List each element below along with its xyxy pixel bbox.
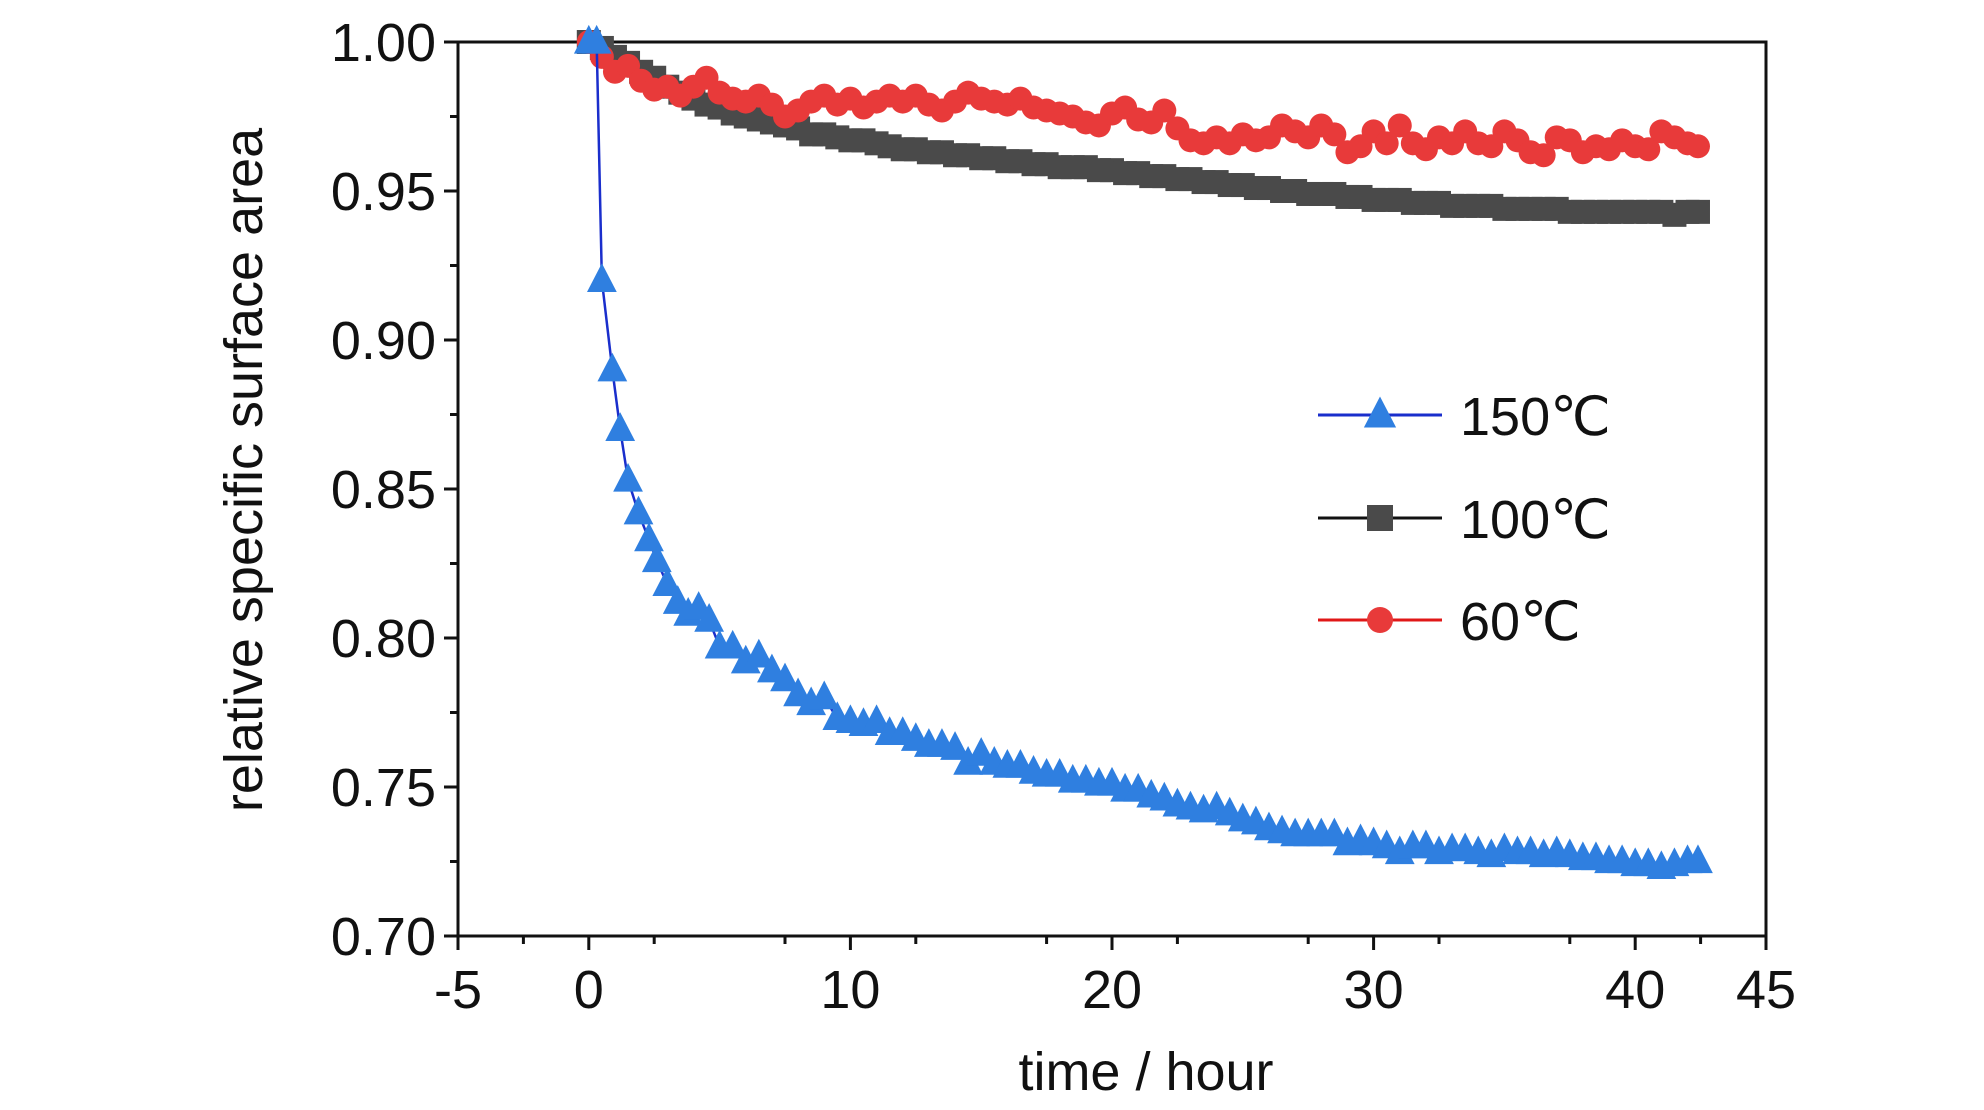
data-point	[605, 412, 636, 441]
data-point	[597, 352, 628, 382]
legend-item: 150℃	[1318, 387, 1611, 447]
axis-ticks	[444, 40, 1768, 950]
data-point	[1152, 98, 1177, 123]
data-point	[1636, 137, 1661, 162]
data-point	[953, 746, 983, 775]
data-point	[1387, 113, 1412, 138]
legend-marker	[1367, 607, 1393, 633]
axis-tick-labels: -5 0 10 20 30 40 45 0.70 0.75 0.80 0.85 0.90 0.95 1.0…	[331, 13, 1796, 1020]
data-point	[717, 629, 748, 659]
legend-label: 150℃	[1460, 387, 1611, 447]
data-point	[694, 603, 725, 632]
data-point	[581, 24, 612, 54]
x-axis-title: time / hour	[1018, 1042, 1273, 1102]
y-tick-label: 0.90	[331, 311, 436, 371]
y-axis-title: relative specific surface area	[214, 127, 274, 812]
data-point	[1685, 134, 1710, 159]
y-tick-label: 0.80	[331, 609, 436, 669]
x-tick-label: 45	[1736, 960, 1796, 1020]
x-tick-label: 40	[1605, 960, 1665, 1020]
data-point	[940, 731, 970, 760]
legend-marker	[1363, 396, 1397, 428]
y-tick-label: 0.85	[331, 460, 436, 520]
data-point	[861, 704, 892, 734]
series-circle	[576, 30, 1710, 168]
x-tick-label: 0	[574, 960, 604, 1020]
legend-item: 60℃	[1318, 592, 1581, 652]
data-point	[623, 495, 654, 525]
data-point	[587, 263, 617, 292]
series-layer	[573, 24, 1713, 880]
data-point	[809, 680, 840, 710]
legend: 150℃ 100℃ 60℃	[1318, 387, 1611, 652]
data-point	[1374, 131, 1399, 156]
y-tick-label: 0.95	[331, 162, 436, 222]
data-point	[770, 662, 800, 692]
data-point	[1322, 122, 1347, 147]
data-point	[652, 567, 683, 596]
data-point	[634, 522, 664, 552]
y-tick-label: 1.00	[331, 13, 436, 73]
x-tick-label: 20	[1082, 960, 1142, 1020]
data-point	[641, 543, 672, 573]
series-triangle	[573, 24, 1713, 880]
data-point	[613, 462, 643, 492]
legend-marker	[1367, 505, 1393, 531]
y-tick-label: 0.70	[331, 907, 436, 967]
data-point	[1685, 199, 1710, 224]
y-tick-label: 0.75	[331, 758, 436, 818]
legend-label: 100℃	[1460, 490, 1611, 550]
x-tick-label: 10	[820, 960, 880, 1020]
data-point	[1531, 143, 1556, 168]
x-tick-label: 30	[1344, 960, 1404, 1020]
legend-label: 60℃	[1460, 592, 1581, 652]
x-tick-label: -5	[434, 960, 482, 1020]
data-point	[743, 638, 774, 668]
data-point	[1683, 844, 1713, 874]
legend-item: 100℃	[1318, 490, 1611, 550]
